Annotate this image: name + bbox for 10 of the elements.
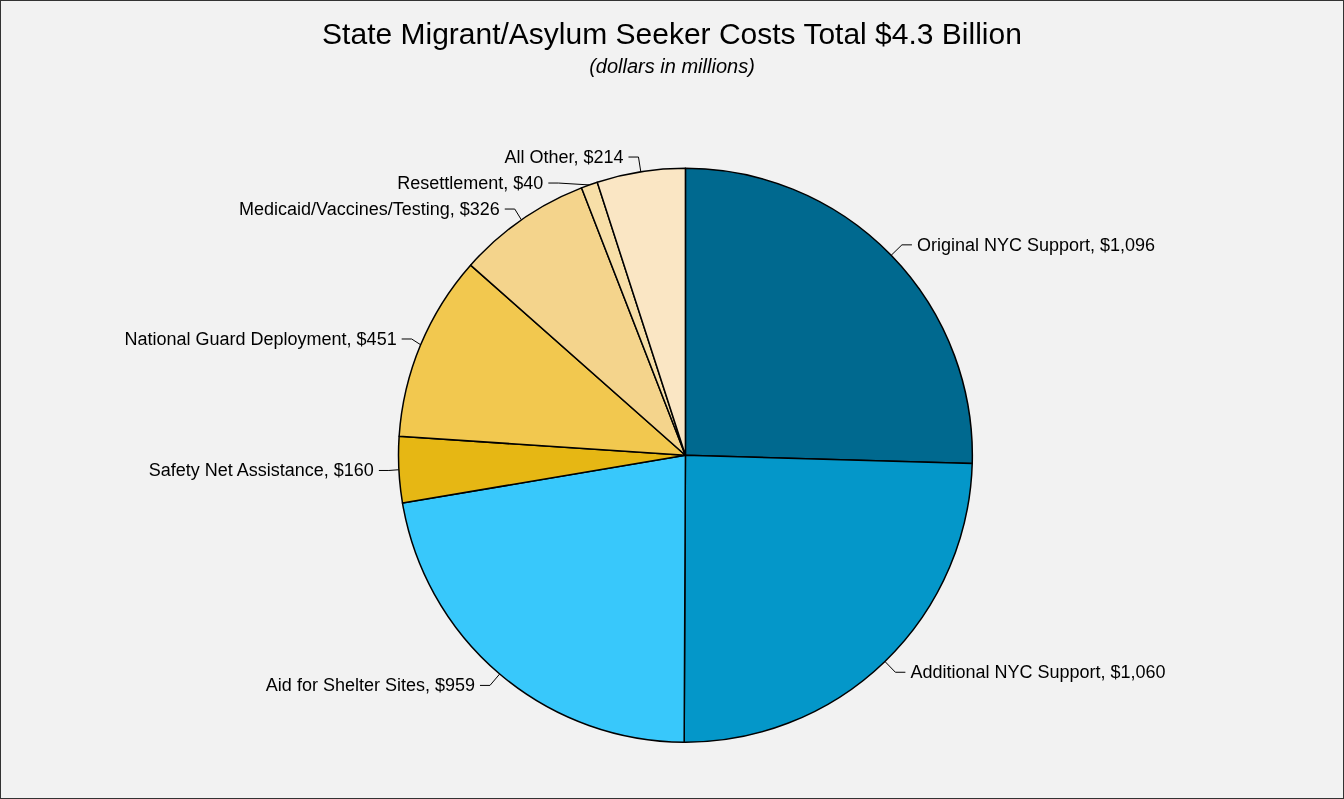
- chart-subtitle: (dollars in millions): [589, 55, 755, 77]
- slice-label: Original NYC Support, $1,096: [916, 234, 1156, 255]
- slice-label: Additional NYC Support, $1,060: [910, 662, 1166, 683]
- slice-label: Aid for Shelter Sites, $959: [265, 675, 475, 696]
- slice-label: National Guard Deployment, $451: [124, 328, 397, 349]
- slice-label: Resettlement, $40: [397, 173, 544, 194]
- slice-label: All Other, $214: [504, 147, 624, 168]
- slice-label: Medicaid/Vaccines/Testing, $326: [238, 199, 500, 220]
- slice-label: Safety Net Assistance, $160: [148, 460, 374, 481]
- chart-title: State Migrant/Asylum Seeker Costs Total $4.3 Billion: [322, 16, 1022, 50]
